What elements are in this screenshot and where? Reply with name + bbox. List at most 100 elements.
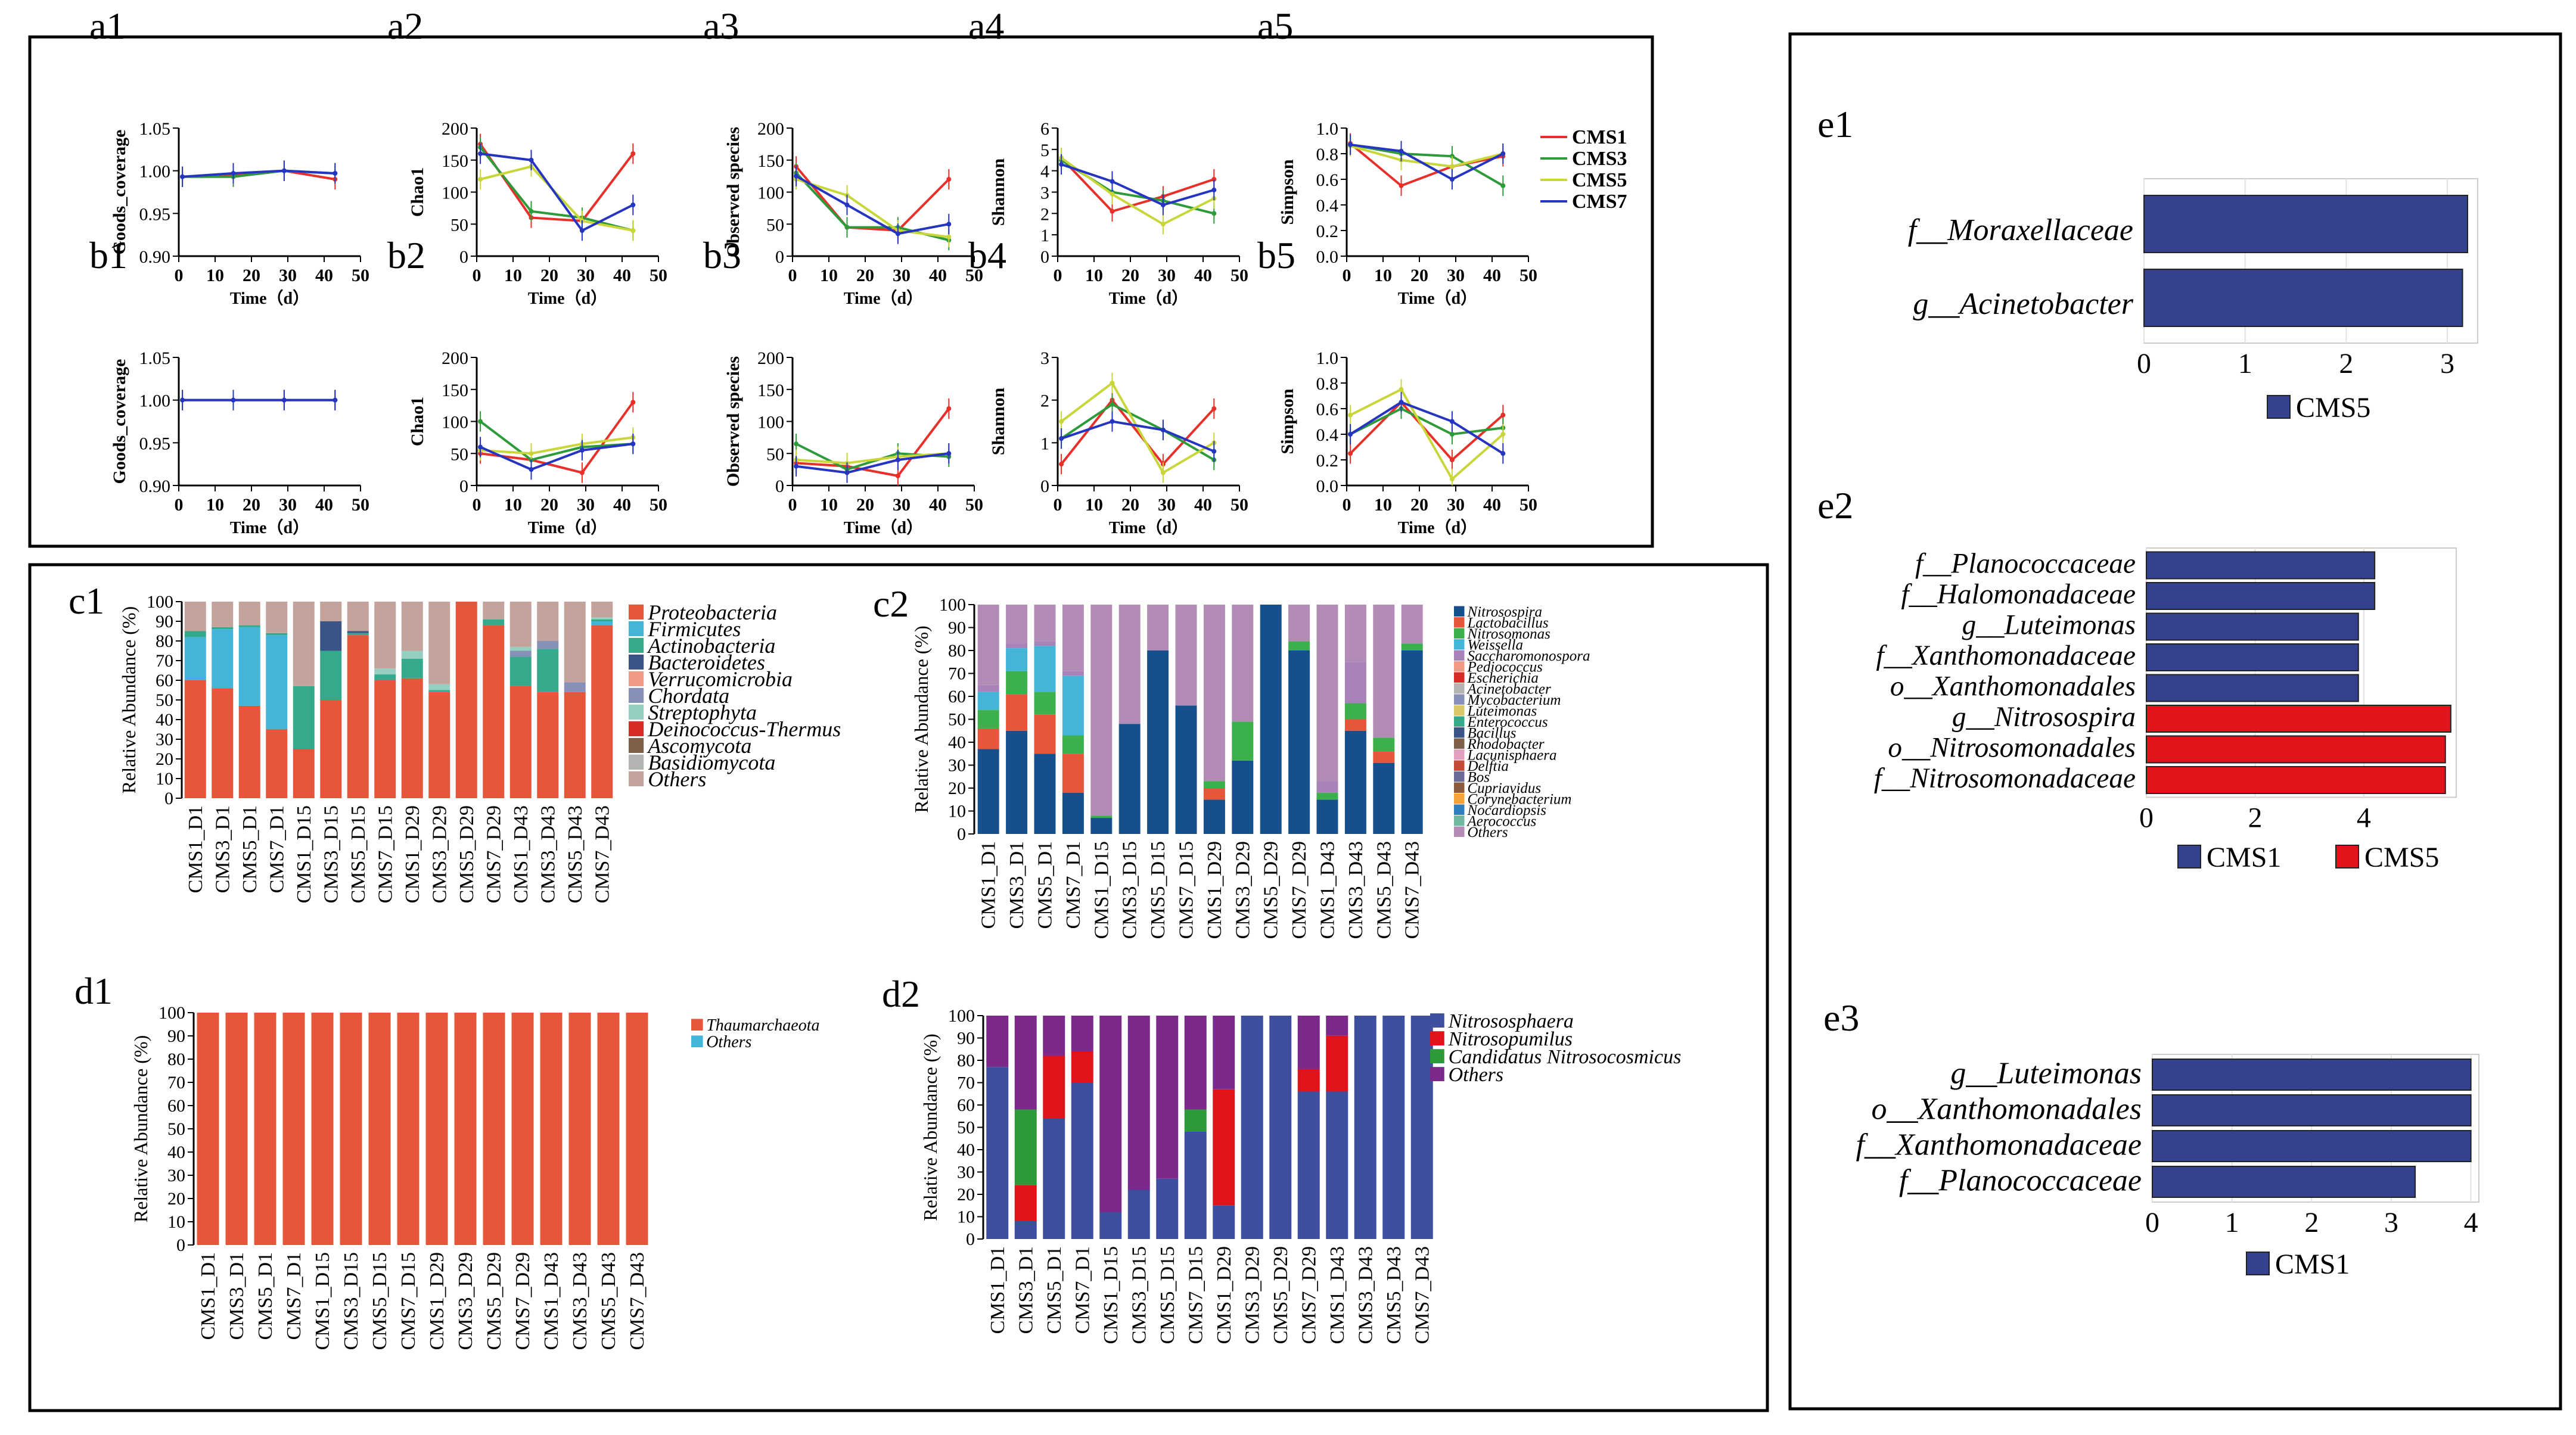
legend-label: Others [1449,1064,1504,1086]
series-line-CMS1 [1349,142,1503,188]
y-axis-title: Relative Abundance (%) [118,606,139,794]
bar-segment-Actinobacteria [401,658,423,678]
panel-label-e2: e2 [1817,484,1853,527]
bar-segment-Nitrosopumilus [1014,1185,1037,1221]
x-tick-label: 20 [243,266,260,285]
y-tick-label: 50 [957,1118,975,1138]
bar [2146,766,2446,794]
y-tick-label: 0 [459,247,468,267]
bar-segment-Nitrosomonas [1090,815,1113,818]
legend-swatch [629,704,644,720]
x-tick-label: 50 [650,495,667,515]
x-tick-label: 2 [2248,802,2262,834]
y-tick-label: 0 [1040,247,1049,267]
bar-segment-Actinobacteria [212,627,234,630]
legend-label: Lacunisphaera [1467,748,1557,764]
data-point [895,457,900,462]
bar-segment-Thaumarchaeota [454,1013,477,1245]
data-point [180,397,185,403]
bar-segment-Nitrososphaera [1382,1016,1405,1239]
y-tick-label: 20 [167,1189,185,1209]
bar-segment-Others [1344,605,1366,662]
x-tick-label: 50 [1520,495,1537,515]
x-tick-label: CMS5_D15 [1147,841,1169,939]
x-tick-label: CMS1_D29 [1213,1246,1235,1344]
data-point [1059,419,1064,424]
x-tick-label: 30 [279,495,297,515]
legend-label: Verrucomicrobia [648,667,793,691]
bar-segment-Others [1297,1016,1320,1069]
legend-label: Chordata [648,684,729,708]
x-tick-label: CMS1_D1 [987,1246,1009,1334]
x-tick-label: CMS5_D43 [1383,1246,1405,1344]
x-tick-label: 20 [1410,266,1428,285]
legend-label: Acinetobacter [1466,681,1551,698]
data-point [946,406,952,411]
panel-label-a2: a2 [387,5,423,47]
bar-segment-Weissella [1034,646,1056,692]
legend-label: Cupriavidus [1468,780,1542,796]
y-tick-label: 80 [156,631,173,651]
alpha-chart-a1: a1 0.90 0.95 1.00 1.05 0 10 20 30 40 50 Time（d） Good… [89,5,369,308]
series-line-CMS3 [1350,143,1504,187]
bar-segment-Nitrososphaera [1099,1212,1122,1239]
y-tick-label: 1.00 [139,391,171,411]
bar-segment-Thaumarchaeota [568,1013,591,1245]
bar-segment-Actinobacteria [347,633,369,636]
bar-segment-Actinobacteria [320,650,342,700]
x-tick-label: CMS3_D1 [1006,841,1028,929]
data-point [1211,406,1217,411]
legend-swatch [1454,760,1465,771]
legend-label: Proteobacteria [647,600,777,624]
x-tick-label: CMS3_D43 [569,1252,591,1350]
data-point [1160,203,1166,207]
legend-swatch [1454,716,1465,727]
y-axis-title: Goods_coverage [110,359,129,484]
series-line-CMS7 [796,452,949,474]
x-tick-label: 20 [243,495,260,515]
y-tick-label: 100 [147,592,173,612]
x-tick-label: 20 [540,495,558,515]
data-point [281,397,287,403]
y-tick-label: 40 [156,710,173,730]
bar-segment-Others [1401,605,1423,644]
bar-segment-Others [1099,1016,1122,1212]
bar-segment-Others [212,602,234,627]
x-tick-label: 0 [1343,495,1351,515]
x-tick-label: 10 [820,266,838,285]
data-point [946,177,952,182]
legend-label-CMS1: CMS1 [2275,1249,2350,1280]
y-tick-label: 80 [957,1051,975,1070]
legend-label: Pediococcus [1467,659,1543,676]
x-tick-label: 50 [352,266,369,285]
data-point [895,231,900,236]
y-tick-label: 70 [948,664,966,684]
bar-segment-Nitrosospira [1062,792,1084,834]
series-line-CMS7 [480,443,633,471]
x-tick-label: 50 [965,266,983,285]
legend-label: Weissella [1468,637,1524,653]
series-line-CMS7 [1061,163,1214,207]
bar-segment-Thaumarchaeota [597,1013,620,1245]
data-point [1449,457,1455,462]
bar-segment-Nitrososphaera [1269,1016,1292,1239]
bar-segment-Others [1147,605,1169,650]
x-tick-label: CMS1_D43 [1317,841,1339,939]
bar-segment-Actinobacteria [293,686,315,749]
bar-segment-Nitrosospira [1175,705,1197,834]
bar-segment-Others [238,602,260,625]
data-point [529,208,534,214]
y-tick-label: 1.0 [1316,119,1339,139]
x-axis-title: Time（d） [230,288,309,308]
data-point [1160,222,1166,227]
legend-swatch [1454,628,1465,639]
data-point [1059,436,1064,441]
x-tick-label: 30 [1447,495,1465,515]
bar-segment-Nitrososphaera [1241,1016,1263,1239]
y-axis-title: Chao1 [408,167,427,217]
x-tick-label: 20 [1121,495,1139,515]
x-tick-label: 10 [206,266,224,285]
